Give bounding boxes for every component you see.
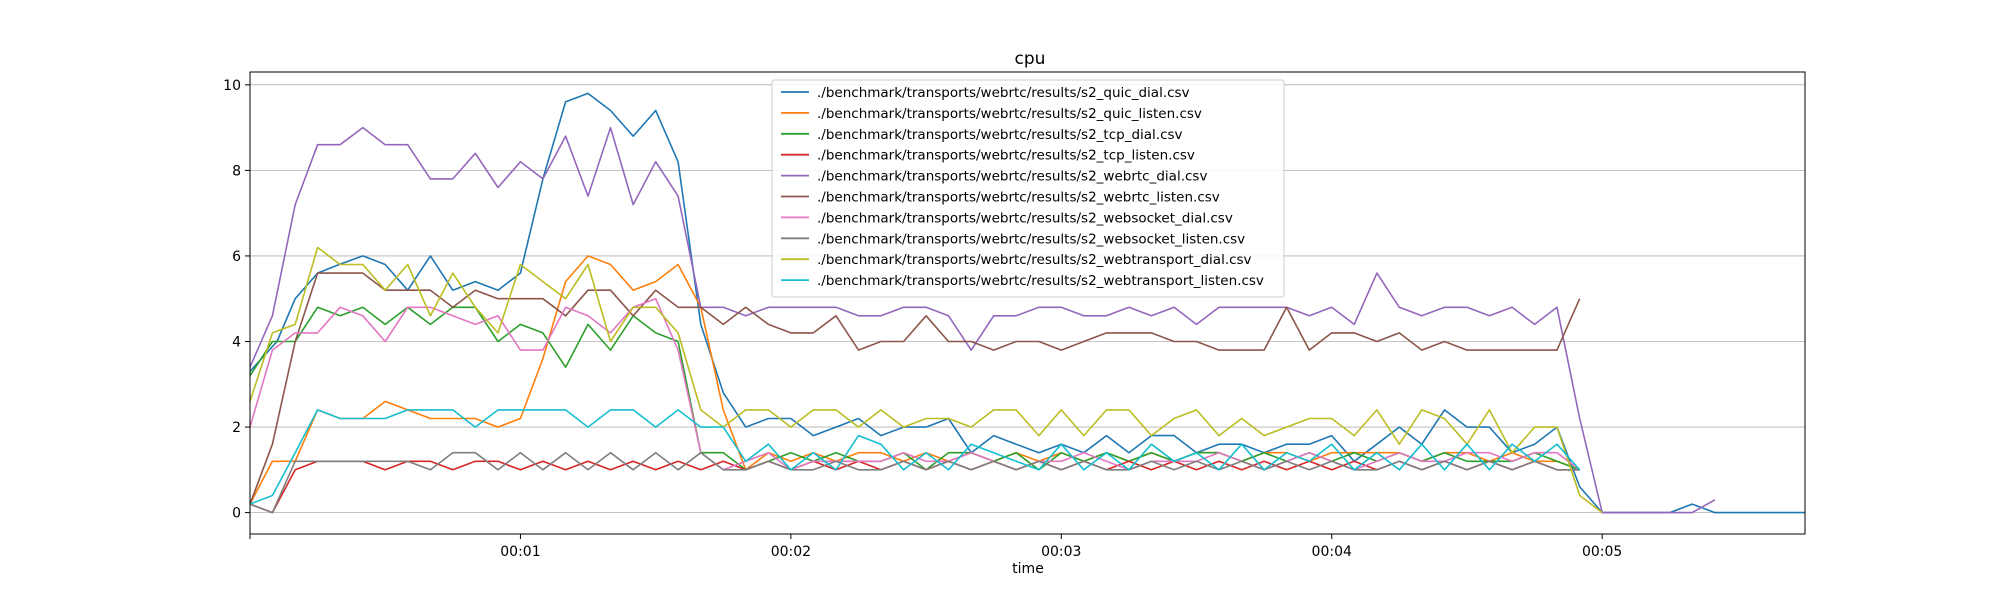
series-line-6	[249, 297, 1581, 471]
legend-entry-label: ./benchmark/transports/webrtc/results/s2…	[817, 106, 1202, 122]
legend-entry-label: ./benchmark/transports/webrtc/results/s2…	[817, 252, 1252, 268]
legend-entry-label: ./benchmark/transports/webrtc/results/s2…	[817, 210, 1233, 226]
y-tick-label: 10	[223, 78, 241, 94]
legend-entry-label: ./benchmark/transports/webrtc/results/s2…	[817, 148, 1195, 164]
legend-entry-label: ./benchmark/transports/webrtc/results/s2…	[817, 231, 1245, 247]
legend-entry-label: ./benchmark/transports/webrtc/results/s2…	[817, 85, 1190, 101]
series-line-0	[249, 92, 1805, 514]
y-tick-label: 2	[232, 420, 241, 436]
legend-entry-label: ./benchmark/transports/webrtc/results/s2…	[817, 190, 1220, 206]
y-axis: 0 2 4 6 8 10	[223, 78, 250, 522]
chart-title: cpu	[1015, 49, 1046, 69]
plot-frame	[249, 71, 1806, 535]
series-line-9	[249, 409, 1581, 505]
legend-entry-label: ./benchmark/transports/webrtc/results/s2…	[817, 273, 1264, 289]
series-line-8	[249, 246, 1603, 514]
legend-entry-label: ./benchmark/transports/webrtc/results/s2…	[817, 169, 1207, 185]
x-tick-label: 00:05	[1582, 544, 1622, 560]
legend: ./benchmark/transports/webrtc/results/s2…	[771, 79, 1285, 298]
x-axis: 00:01 00:02 00:03 00:04 00:05	[249, 534, 1622, 560]
series-lines	[249, 92, 1805, 514]
legend-entry-label: ./benchmark/transports/webrtc/results/s2…	[817, 127, 1183, 143]
y-tick-label: 4	[232, 335, 241, 351]
y-tick-label: 8	[232, 163, 241, 179]
legend-box	[771, 79, 1285, 298]
x-tick-label: 00:04	[1312, 544, 1352, 560]
y-tick-label: 0	[232, 506, 241, 522]
x-tick-label: 00:02	[771, 544, 811, 560]
x-tick-label: 00:01	[500, 544, 540, 560]
x-axis-label: time	[1012, 561, 1044, 577]
series-line-5	[249, 272, 1581, 505]
x-tick-label: 00:03	[1041, 544, 1081, 560]
series-line-7	[249, 451, 1580, 514]
y-tick-label: 6	[232, 249, 241, 265]
series-line-4	[249, 126, 1716, 514]
